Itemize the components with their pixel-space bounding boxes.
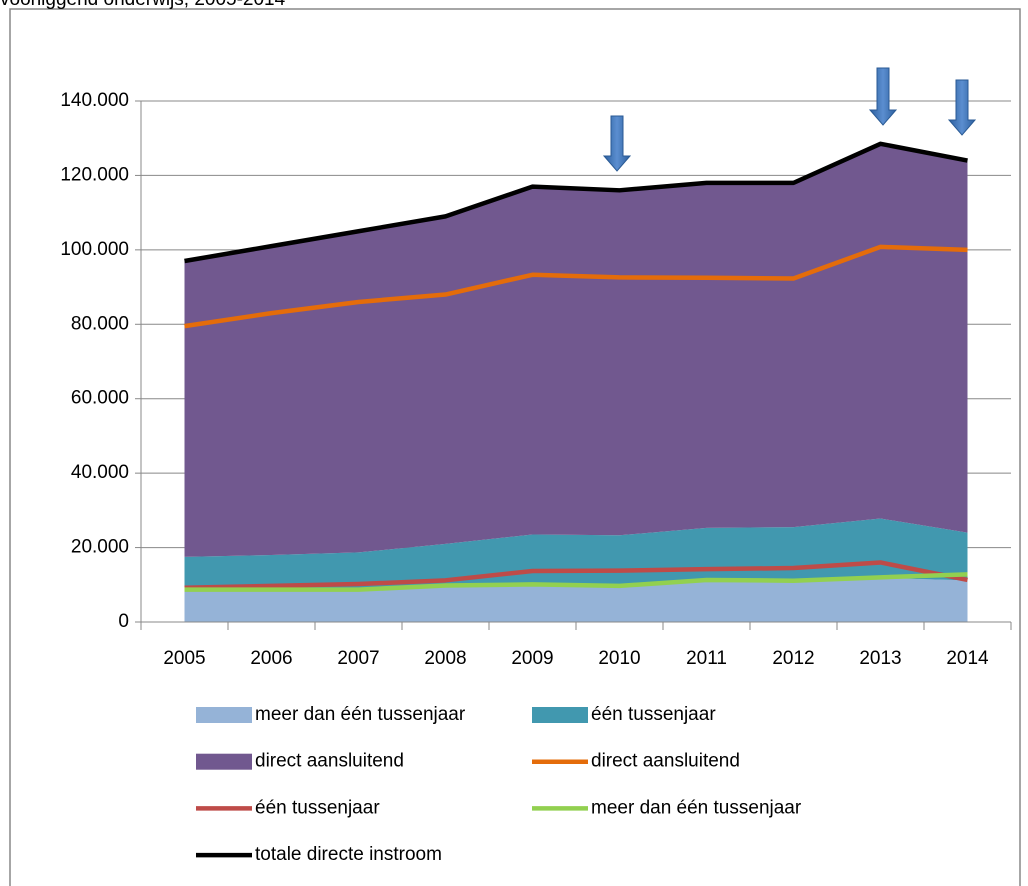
y-tick-label: 100.000 (60, 239, 129, 260)
line (184, 560, 968, 591)
arrow (602, 115, 632, 172)
x-tick-label: 2011 (686, 648, 727, 669)
area (184, 518, 968, 592)
arrow (868, 67, 898, 126)
legend-label: één tussenjaar (255, 797, 380, 818)
axes: 0 20.000 40.000 60.000 80.000 100.000 120.000 1… (60, 90, 1012, 669)
area (184, 143, 968, 557)
y-tick-label: 80.000 (71, 313, 129, 334)
area (184, 578, 968, 622)
y-tick-label: 120.000 (60, 164, 129, 185)
y-tick-label: 0 (118, 611, 129, 632)
legend-label: één tussenjaar (591, 704, 716, 725)
x-tick-label: 2007 (337, 648, 379, 669)
x-tick-label: 2013 (859, 648, 901, 669)
legend-label: meer dan één tussenjaar (255, 704, 466, 725)
legend-label: direct aansluitend (255, 751, 404, 772)
line (184, 572, 968, 592)
y-tick-label: 140.000 (60, 90, 129, 111)
arrows (602, 67, 977, 172)
areas (184, 143, 968, 622)
x-tick-label: 2014 (946, 648, 989, 669)
x-tick-label: 2006 (250, 648, 292, 669)
legend-swatch (196, 707, 252, 723)
x-tick-label: 2009 (511, 648, 553, 669)
x-tick-label: 2005 (163, 648, 205, 669)
chart-title: voorliggend onderwijs, 2005-2014 (0, 0, 286, 10)
lines (184, 141, 968, 592)
y-tick-label: 20.000 (71, 537, 129, 558)
x-tick-label: 2012 (772, 648, 814, 669)
y-tick-label: 60.000 (71, 388, 129, 409)
legend-swatch (196, 753, 252, 770)
chart-frame (9, 8, 1021, 886)
arrow (947, 79, 977, 136)
legend-label: totale directe instroom (255, 844, 442, 865)
x-tick-label: 2010 (598, 648, 640, 669)
x-tick-label: 2008 (424, 648, 466, 669)
line (184, 141, 968, 264)
legend-swatch (532, 707, 588, 723)
legend-label: direct aansluitend (591, 751, 740, 772)
y-tick-label: 40.000 (71, 462, 129, 483)
line (184, 244, 968, 329)
legend: meer dan één tussenjaar één tussenjaar dir… (196, 704, 802, 865)
legend-label: meer dan één tussenjaar (591, 797, 802, 818)
